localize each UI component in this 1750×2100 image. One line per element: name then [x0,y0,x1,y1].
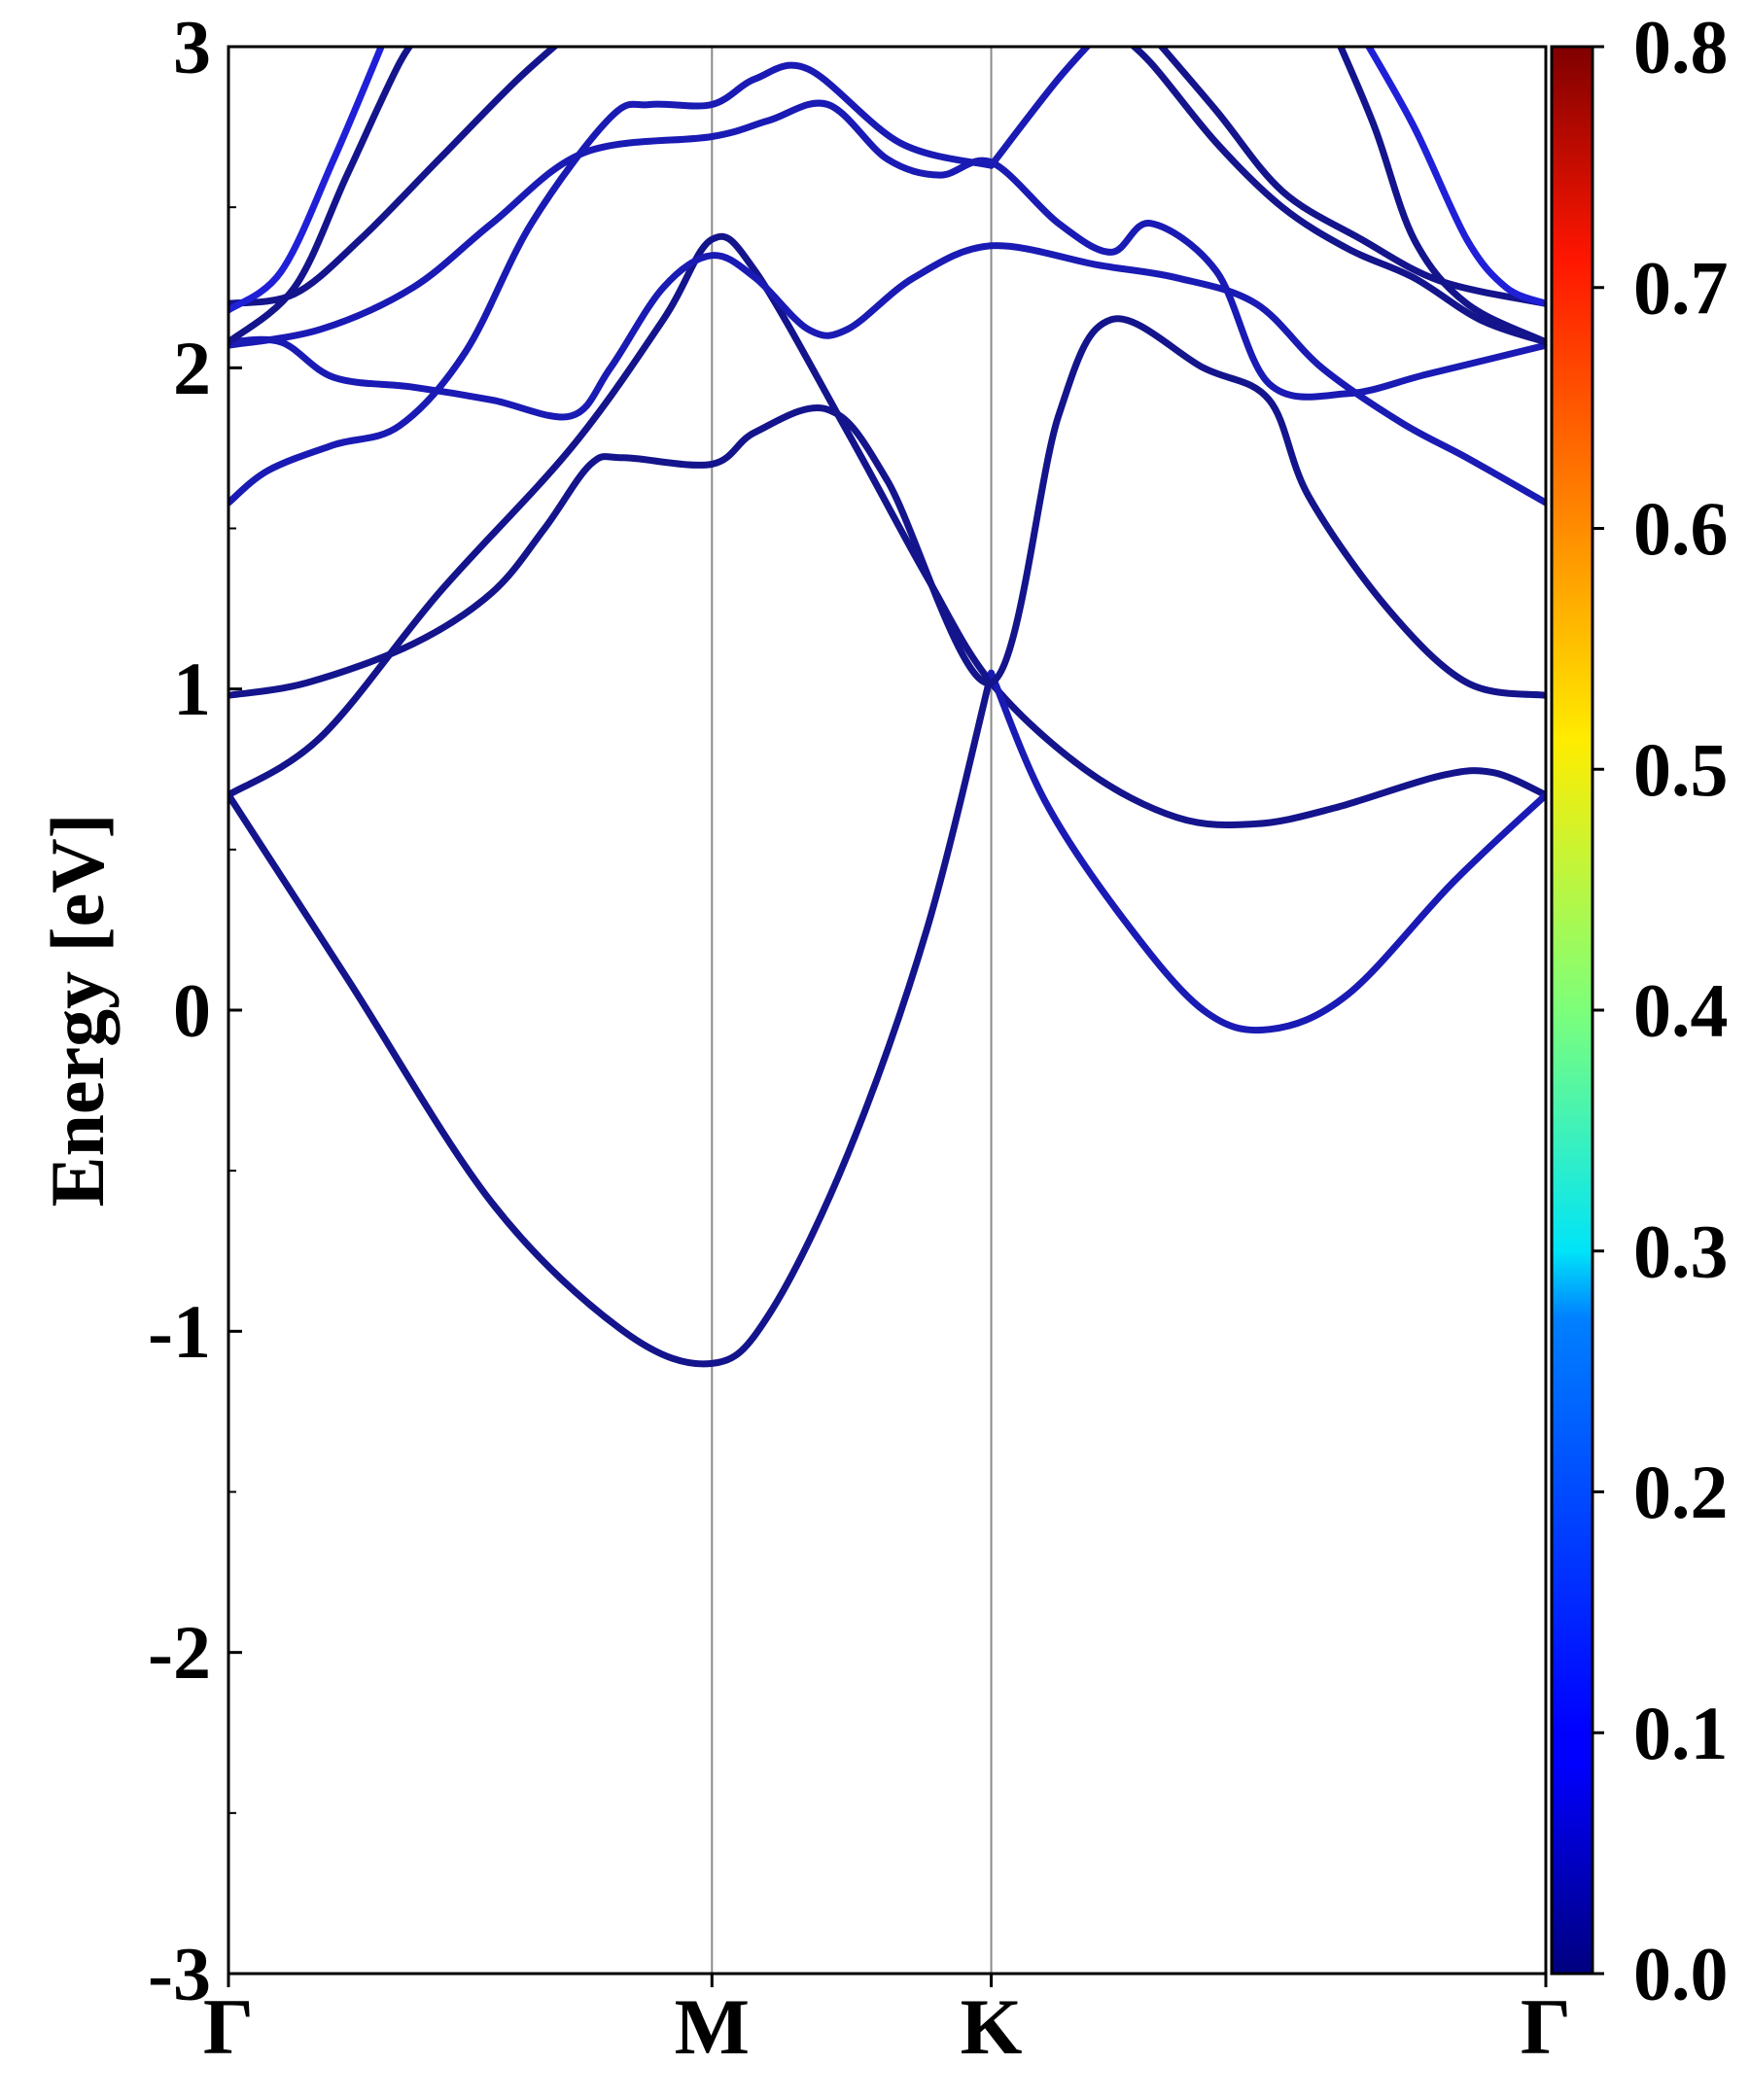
colorbar [1550,45,1594,1976]
plot-frame [227,45,1548,1976]
band-line-7 [228,99,1546,401]
band-line-8 [228,242,1546,507]
colorbar-tick-label: 0.4 [1633,968,1729,1053]
y-tick-label: -1 [148,1289,211,1374]
band-line-12 [1129,47,1546,346]
band-line-2 [228,232,1546,829]
y-tick-label: 2 [173,326,211,410]
colorbar-tick-label: 0.7 [1633,245,1729,330]
band-line-10 [228,47,385,314]
y-tick-label: -3 [148,1932,211,2016]
kpoint-label: K [961,1982,1023,2071]
colorbar-tick-label: 0.2 [1633,1450,1729,1534]
kpoint-label: Γ [1521,1982,1571,2071]
colorbar-ticks: 0.0 0.1 0.2 0.3 0.4 0.5 0.6 0.7 0.8 [1592,5,1729,2016]
band-line-3 [988,669,1546,1034]
kpoint-divider-lines [711,47,993,1974]
y-axis-label: Energy [eV] [35,813,120,1207]
y-tick-label: -2 [148,1610,211,1695]
band-line-15 [1337,47,1546,346]
band-line-4 [228,315,1546,699]
band-line-6 [988,47,1092,169]
colorbar-tick-label: 0.3 [1633,1208,1729,1293]
colorbar-tick-label: 0.5 [1633,727,1729,812]
y-tick-label: 0 [173,968,211,1053]
band-line-13 [1157,47,1546,307]
colorbar-tick-label: 0.1 [1633,1691,1729,1775]
band-line-1 [228,669,995,1368]
band-line-9 [228,47,560,307]
band-line-5 [228,61,995,507]
band-lines [228,47,1546,1368]
colorbar-tick-label: 0.8 [1633,5,1729,89]
kpoint-label: M [675,1982,750,2071]
band-line-11 [228,47,414,346]
colorbar-tick-label: 0.0 [1633,1932,1729,2016]
band-line-14 [1364,47,1546,307]
colorbar-tick-label: 0.6 [1633,486,1729,571]
y-tick-label: 1 [173,647,211,731]
kpoint-label: Γ [203,1982,254,2071]
y-tick-label: 3 [173,5,211,89]
y-axis: -3 -2 -1 0 1 2 3 [148,5,242,2016]
